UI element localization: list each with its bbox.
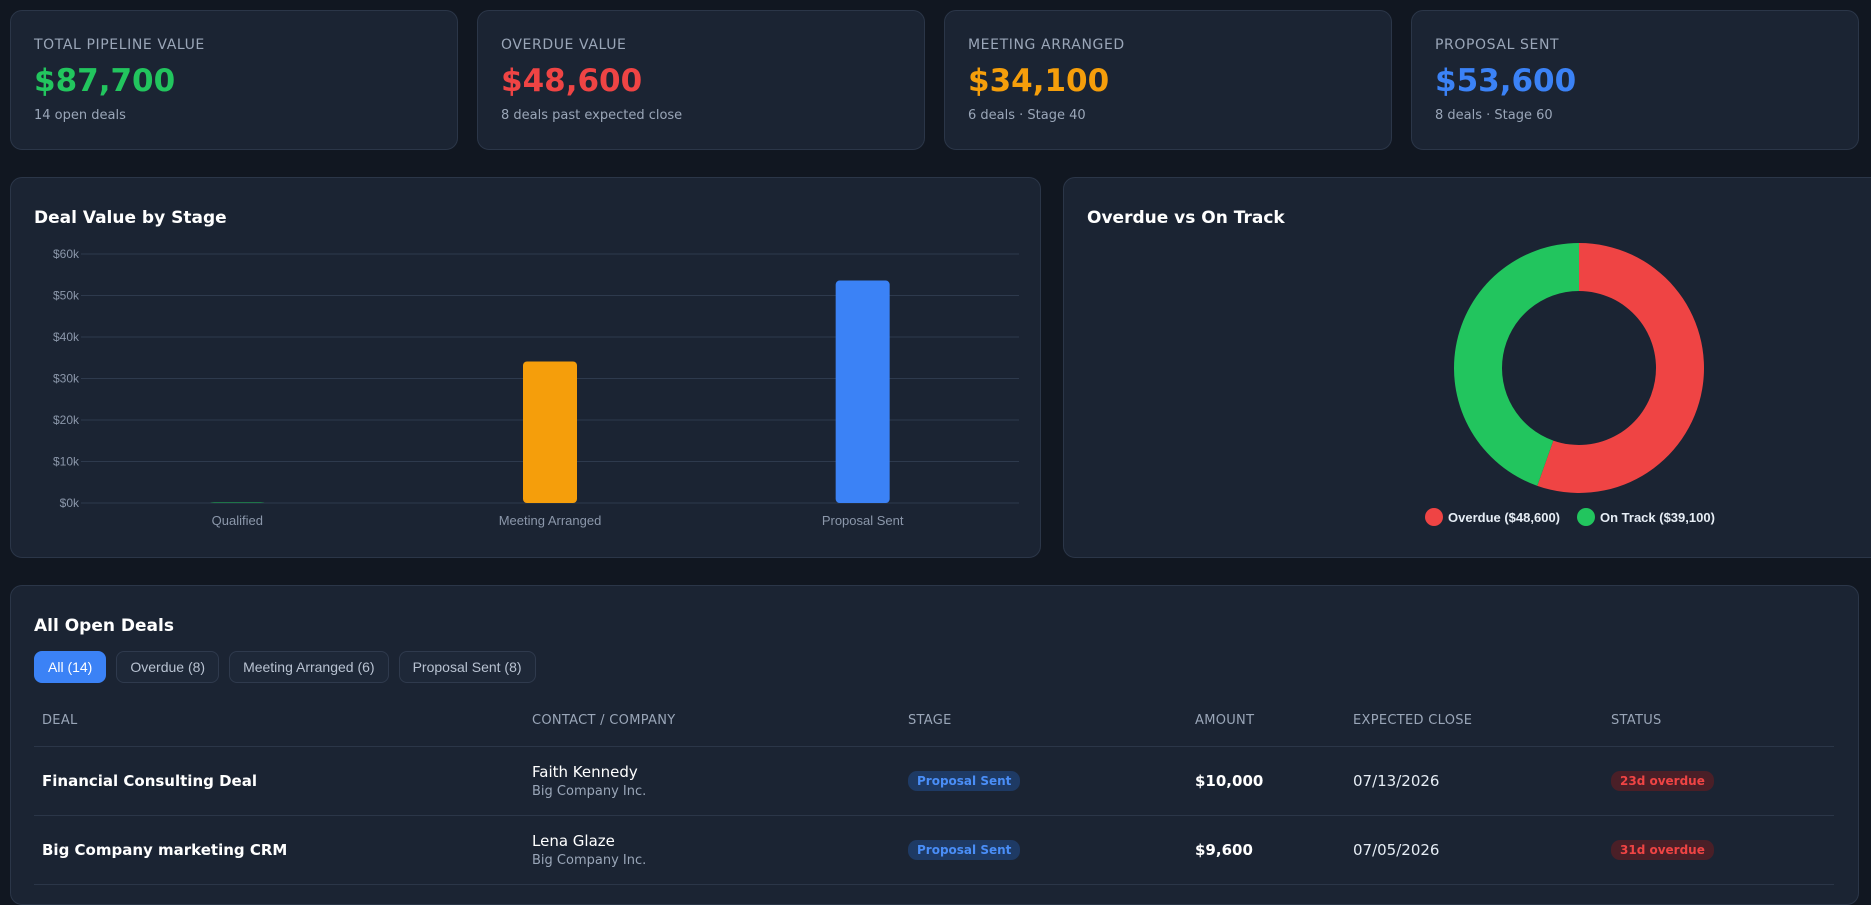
column-header-status[interactable]: STATUS [1603, 696, 1834, 747]
status-badge: 31d overdue [1611, 839, 1714, 860]
filter-proposal-sent[interactable]: Proposal Sent (8) [398, 651, 536, 683]
kpi-value: $48,600 [501, 63, 643, 99]
kpi-sub: 14 open deals [34, 108, 126, 124]
deals-card: All Open Deals All (14) Overdue (8) Meet… [10, 585, 1859, 905]
column-header-amount[interactable]: AMOUNT [1187, 696, 1345, 747]
column-header-contact[interactable]: CONTACT / COMPANY [524, 696, 900, 747]
y-tick-label: $30k [53, 372, 80, 386]
y-tick-label: $20k [53, 413, 80, 427]
x-tick-label: Qualified [212, 513, 263, 528]
contact-name: Lena Glaze [532, 831, 615, 850]
filter-all[interactable]: All (14) [34, 651, 107, 683]
filter-bar: All (14) Overdue (8) Meeting Arranged (6… [34, 651, 536, 683]
donut-chart: Overdue ($48,600) On Track ($39,100) [1425, 243, 1715, 526]
bar-chart: $0k $10k $20k $30k $40k $50k $60k Qualified Meet… [53, 247, 1019, 528]
kpi-sub: 6 deals · Stage 40 [968, 108, 1086, 124]
bar[interactable] [210, 502, 265, 504]
x-tick-label: Meeting Arranged [499, 513, 602, 528]
column-header-deal[interactable]: DEAL [34, 696, 524, 747]
kpi-sub: 8 deals past expected close [501, 108, 683, 124]
legend-label: On Track ($39,100) [1600, 510, 1715, 525]
column-header-stage[interactable]: STAGE [900, 696, 1187, 747]
kpi-value: $34,100 [968, 63, 1110, 99]
legend-label: Overdue ($48,600) [1448, 510, 1560, 525]
y-tick-label: $40k [53, 330, 80, 344]
donut-slice[interactable] [1537, 243, 1704, 493]
contact-name: Faith Kennedy [532, 762, 638, 781]
stage-badge: Proposal Sent [908, 839, 1021, 860]
bar-chart-title: Deal Value by Stage [34, 208, 227, 228]
filter-overdue[interactable]: Overdue (8) [116, 651, 220, 683]
status-badge: 23d overdue [1611, 770, 1714, 791]
kpi-value: $53,600 [1435, 63, 1577, 99]
expected-close-date: 07/13/2026 [1353, 771, 1440, 790]
kpi-label: TOTAL PIPELINE VALUE [34, 37, 205, 53]
y-tick-label: $10k [53, 455, 80, 469]
y-tick-label: $0k [60, 496, 80, 510]
column-header-expected-close[interactable]: EXPECTED CLOSE [1345, 696, 1603, 747]
kpi-label: MEETING ARRANGED [968, 37, 1125, 53]
y-tick-label: $50k [53, 289, 80, 303]
kpi-label: OVERDUE VALUE [501, 37, 627, 53]
legend-swatch [1577, 508, 1595, 526]
bar[interactable] [523, 361, 577, 503]
kpi-value: $87,700 [34, 63, 176, 99]
kpi-card-overdue: OVERDUE VALUE $48,600 8 deals past expec… [477, 10, 925, 150]
kpi-sub: 8 deals · Stage 60 [1435, 108, 1553, 124]
stage-badge: Proposal Sent [908, 770, 1021, 791]
deals-title: All Open Deals [34, 616, 174, 636]
deal-name[interactable]: Financial Consulting Deal [42, 771, 257, 790]
filter-meeting-arranged[interactable]: Meeting Arranged (6) [229, 651, 389, 683]
table-row[interactable]: Financial Consulting Deal Faith Kennedy … [34, 746, 1834, 816]
table-row[interactable]: Big Company marketing CRM Lena Glaze Big… [34, 815, 1834, 885]
bar[interactable] [835, 280, 890, 503]
deals-table: DEAL CONTACT / COMPANY STAGE AMOUNT EXPE… [34, 696, 1834, 885]
donut-slice[interactable] [1454, 243, 1579, 486]
deal-amount: $9,600 [1195, 840, 1253, 859]
bar-chart-card: Deal Value by Stage $0k $10k $20k $30k $40k $… [10, 177, 1041, 558]
table-header-row: DEAL CONTACT / COMPANY STAGE AMOUNT EXPE… [34, 696, 1834, 747]
donut-chart-card: Overdue vs On Track Overdue ($48,600) On … [1063, 177, 1871, 558]
kpi-card-proposal-sent: PROPOSAL SENT $53,600 8 deals · Stage 60 [1411, 10, 1859, 150]
kpi-label: PROPOSAL SENT [1435, 37, 1560, 53]
y-tick-label: $60k [53, 247, 80, 261]
deal-amount: $10,000 [1195, 771, 1264, 790]
legend-swatch [1425, 508, 1443, 526]
company-name: Big Company Inc. [532, 852, 647, 868]
kpi-card-meeting-arranged: MEETING ARRANGED $34,100 6 deals · Stage… [944, 10, 1392, 150]
x-tick-label: Proposal Sent [822, 513, 904, 528]
company-name: Big Company Inc. [532, 783, 647, 799]
kpi-card-total-pipeline: TOTAL PIPELINE VALUE $87,700 14 open dea… [10, 10, 458, 150]
donut-chart-title: Overdue vs On Track [1087, 208, 1285, 228]
deal-name[interactable]: Big Company marketing CRM [42, 840, 288, 859]
expected-close-date: 07/05/2026 [1353, 840, 1440, 859]
